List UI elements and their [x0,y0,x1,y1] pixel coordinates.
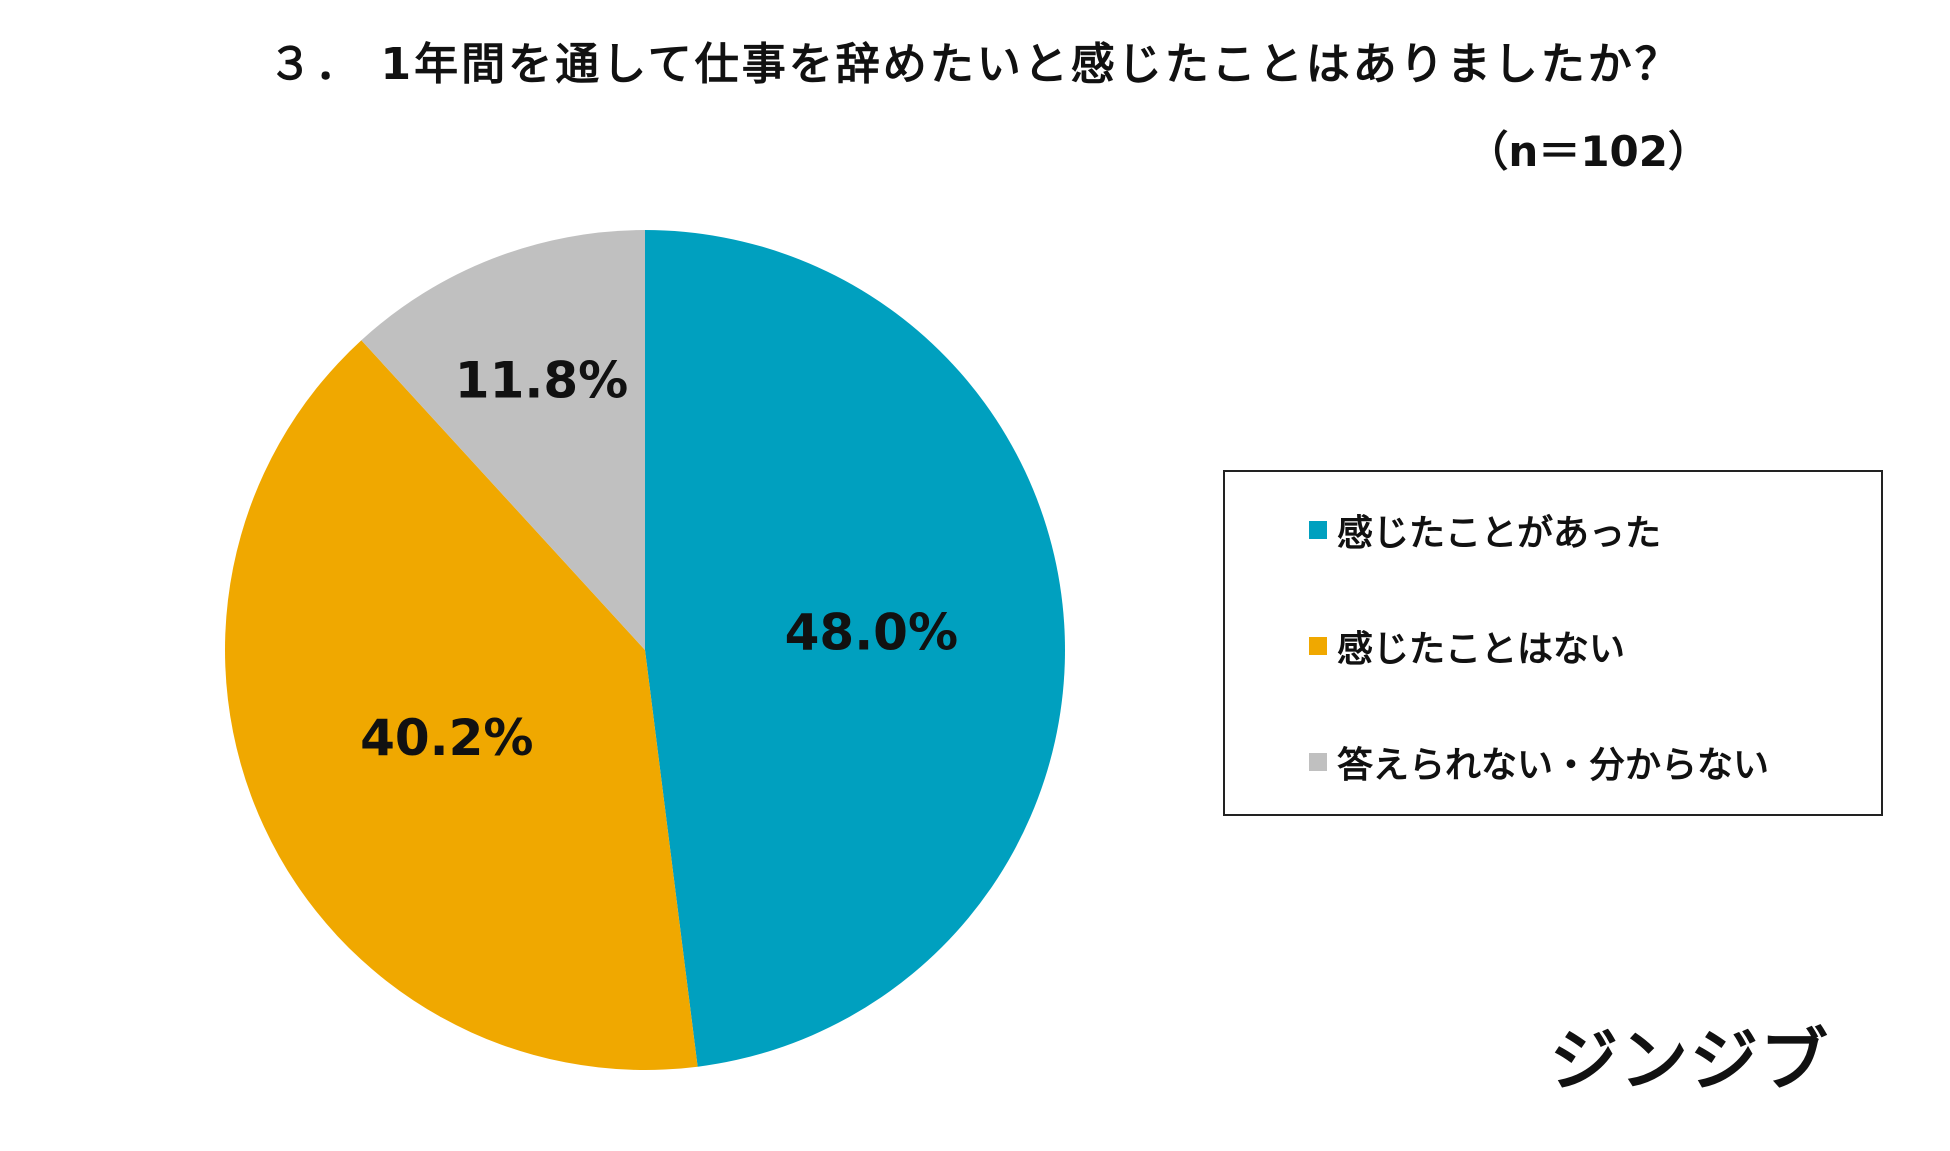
legend-item: 感じたことはない [1309,622,1881,670]
legend-swatch [1309,637,1327,655]
legend-swatch [1309,753,1327,771]
slice-data-label: 48.0% [785,603,958,661]
sample-size-label: （n＝102） [1466,127,1710,176]
slice-data-label: 40.2% [360,709,533,767]
legend-label: 答えられない・分からない [1337,745,1770,786]
legend-swatch [1309,521,1327,539]
pie-slice [224,340,698,1070]
legend: 感じたことがあった 感じたことはない 答えられない・分からない [1223,470,1883,816]
legend-item: 感じたことがあった [1309,506,1881,554]
pie-slice [645,230,1066,1067]
legend-label: 感じたことはない [1337,629,1626,670]
pie-slice [361,230,645,650]
legend-label: 感じたことがあった [1337,513,1662,554]
legend-item: 答えられない・分からない [1309,738,1881,786]
slice-data-label: 11.8% [455,351,628,409]
brand-logo: ジンジブ [1550,1022,1831,1101]
chart-title: ３． 1年間を通して仕事を辞めたいと感じたことはありましたか？ [268,39,1682,90]
